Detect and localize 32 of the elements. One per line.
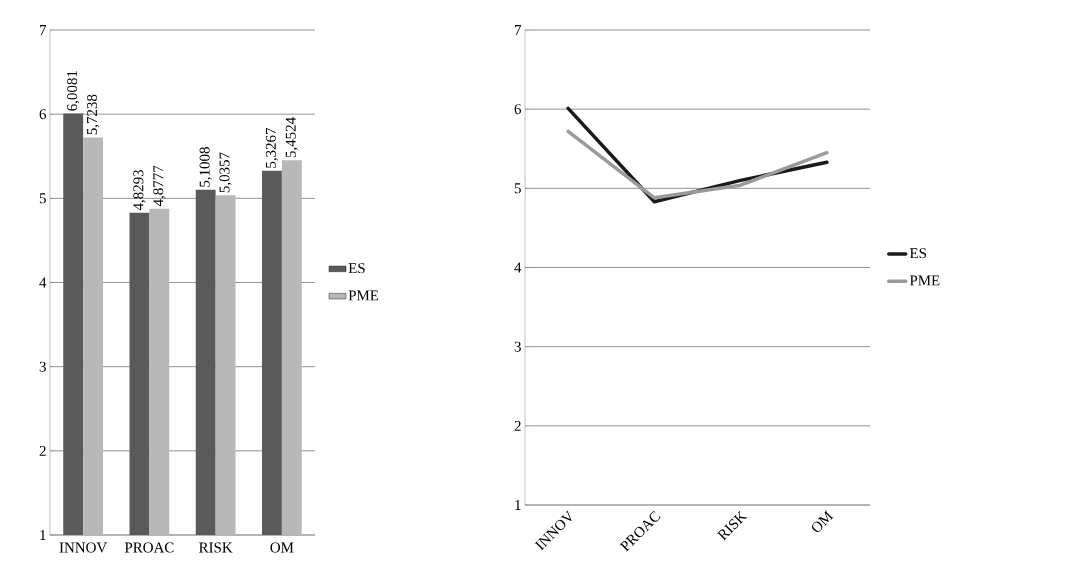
x-tick-label: OM [270,542,294,553]
data-label: 5,1008 [199,147,212,187]
y-tick-label: 4 [514,262,522,273]
data-label: 5,0357 [219,152,232,193]
y-tick-label: 2 [514,420,521,431]
legend-label: ES [348,263,365,274]
y-tick-label: 6 [514,104,522,115]
line-series [566,129,829,200]
y-tick-label: 5 [39,193,46,204]
y-tick-label: 5 [514,183,521,194]
y-tick-label: 3 [514,341,521,352]
data-label: 5,7238 [86,94,100,135]
x-tick-label: OM [812,510,834,532]
data-label: 4,8293 [133,169,146,211]
data-label: 6,0081 [67,71,80,111]
x-tick-label: PROAC [124,542,174,553]
y-tick-label: 3 [39,361,46,372]
data-label: 5,3267 [265,127,279,168]
x-tick-label: RISK [199,542,233,553]
y-tick-label: 1 [40,530,46,540]
y-tick-label: 7 [39,25,47,35]
y-tick-label: 2 [39,445,46,456]
y-tick-label: 7 [515,25,522,35]
y-tick-label: 4 [39,277,47,288]
data-label: 5,4524 [285,117,298,158]
legend-label: ES [909,248,926,259]
legend-label: PME [348,290,379,301]
x-tick-label: INNOV [59,542,108,553]
legend-label: PME [909,275,940,286]
y-tick-label: 6 [39,109,47,120]
y-tick-label: 1 [515,500,521,510]
data-label: 4,8777 [153,165,166,207]
